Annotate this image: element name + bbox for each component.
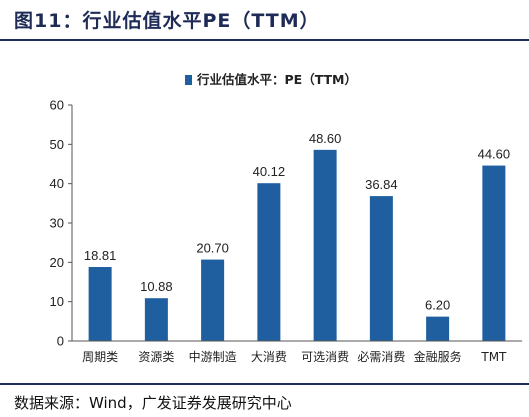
data-label: 18.81 bbox=[84, 248, 117, 263]
figure-title: 图11：行业估值水平PE（TTM） bbox=[14, 10, 320, 32]
data-label: 48.60 bbox=[309, 131, 342, 146]
category-label: 周期类 bbox=[82, 350, 118, 364]
y-tick-label: 20 bbox=[50, 255, 64, 270]
bar bbox=[257, 183, 281, 341]
bar bbox=[313, 149, 337, 341]
data-label: 36.84 bbox=[365, 177, 398, 192]
legend-swatch bbox=[185, 75, 192, 85]
data-label: 6.20 bbox=[425, 298, 450, 313]
bar bbox=[201, 259, 225, 341]
category-label: 必需消费 bbox=[357, 350, 405, 364]
bar-series bbox=[88, 149, 506, 341]
category-label: 可选消费 bbox=[301, 350, 349, 364]
legend-label: 行业估值水平：PE（TTM） bbox=[196, 72, 357, 87]
data-label: 44.60 bbox=[478, 147, 511, 162]
category-label: TMT bbox=[480, 350, 507, 364]
bar bbox=[144, 298, 168, 341]
y-tick-label: 60 bbox=[50, 98, 64, 113]
y-tick-label: 10 bbox=[50, 294, 64, 309]
y-tick-label: 0 bbox=[57, 334, 64, 349]
bar bbox=[369, 196, 393, 341]
y-tick-label: 40 bbox=[50, 176, 64, 191]
data-label: 20.70 bbox=[196, 241, 229, 256]
category-label: 大消费 bbox=[251, 350, 287, 364]
source-divider bbox=[0, 383, 529, 385]
bar bbox=[426, 316, 450, 341]
chart-legend: 行业估值水平：PE（TTM） bbox=[185, 72, 357, 87]
bar bbox=[482, 165, 506, 341]
category-label: 金融服务 bbox=[414, 349, 462, 364]
category-label: 资源类 bbox=[138, 350, 174, 364]
data-labels: 18.81 10.88 20.70 40.12 48.60 36.84 6.20 44.60 bbox=[84, 131, 510, 313]
y-tick-label: 30 bbox=[50, 216, 64, 231]
data-label: 10.88 bbox=[140, 279, 173, 294]
title-divider bbox=[0, 39, 529, 41]
x-axis: 周期类 资源类 中游制造 大消费 可选消费 必需消费 金融服务 TMT bbox=[72, 340, 522, 364]
y-axis: 0 10 20 30 40 50 60 bbox=[50, 98, 73, 349]
bar bbox=[88, 267, 112, 341]
data-label: 40.12 bbox=[253, 164, 286, 179]
source-note: 数据来源：Wind，广发证券发展研究中心 bbox=[14, 394, 292, 412]
y-tick-label: 50 bbox=[50, 137, 64, 152]
category-label: 中游制造 bbox=[189, 349, 237, 364]
